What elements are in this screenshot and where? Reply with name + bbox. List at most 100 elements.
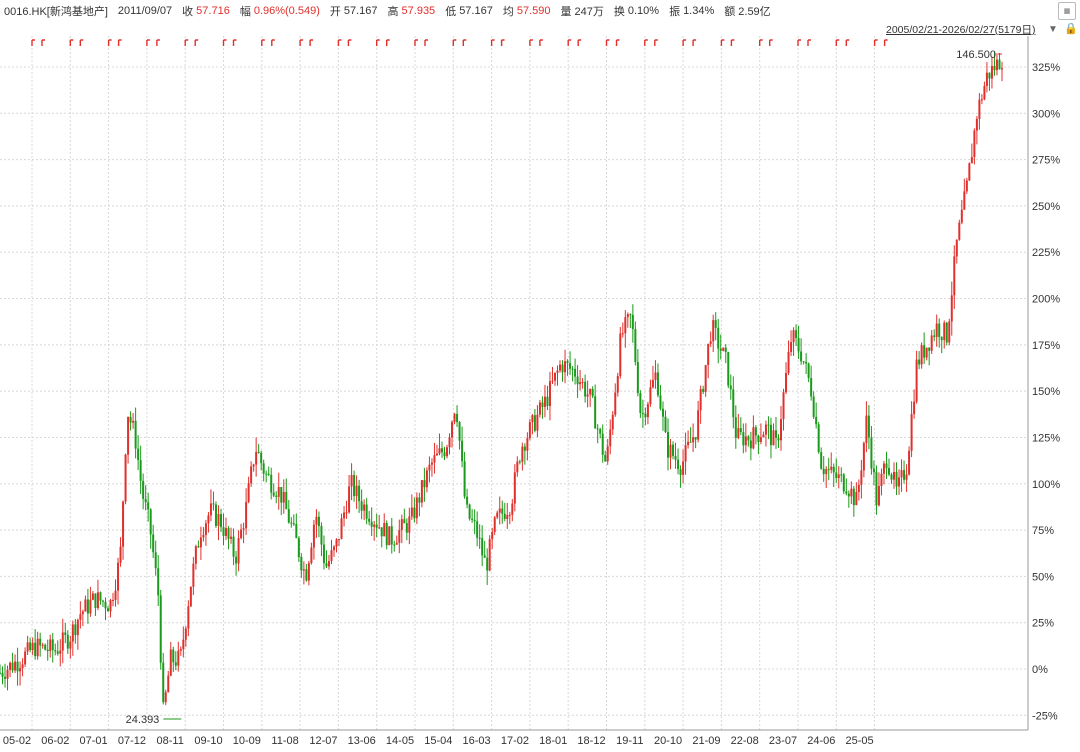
candle-body (574, 368, 577, 377)
candle-body (86, 599, 89, 614)
candle-body (995, 59, 998, 71)
candle-body (950, 295, 953, 322)
candle-body (109, 600, 112, 612)
candle-body (905, 474, 908, 480)
candle-body (516, 461, 519, 473)
candle-body (184, 628, 187, 640)
candle-body (310, 547, 313, 564)
candle-body (955, 239, 958, 257)
event-marker (490, 39, 495, 46)
event-marker (500, 39, 505, 46)
range-dropdown-icon[interactable]: ▼ (1048, 24, 1058, 35)
candle-body (958, 222, 961, 240)
candle-body (661, 408, 664, 417)
candle-body (147, 502, 150, 510)
candle-body (471, 518, 474, 520)
candle-body (963, 191, 966, 210)
event-marker (692, 39, 697, 46)
event-marker (194, 39, 199, 46)
candle-body (385, 523, 388, 546)
candles (0, 51, 1003, 706)
candle-body (1, 672, 4, 677)
event-marker (452, 39, 457, 46)
candle-body (177, 650, 180, 666)
candle-body (960, 209, 963, 223)
event-marker (232, 39, 237, 46)
candle-body (609, 429, 612, 447)
candle-body (521, 446, 524, 462)
candle-body (749, 440, 752, 449)
candle-body (250, 466, 253, 484)
candle-body (275, 495, 278, 497)
candle-body (19, 668, 22, 672)
candle-body (418, 497, 421, 503)
candle-body (488, 539, 491, 571)
candle-body (169, 649, 172, 676)
y-tick-label: 100% (1032, 479, 1060, 491)
candle-body (699, 389, 702, 411)
avg-label: 均 (502, 6, 514, 18)
candle-body (483, 555, 486, 558)
candle-body (792, 330, 795, 343)
candle-body (398, 530, 401, 543)
candle-body (584, 381, 587, 397)
candle-body (154, 552, 157, 569)
date-range[interactable]: 2005/02/21-2026/02/27(5179日) (886, 24, 1036, 36)
candle-body (677, 459, 680, 470)
candle-body (842, 474, 845, 492)
candle-body (953, 256, 956, 296)
candle-body (732, 389, 735, 418)
candle-body (925, 347, 928, 358)
candle-body (867, 415, 870, 438)
candle-body (139, 460, 142, 481)
lock-icon[interactable]: 🔒 (1064, 23, 1078, 35)
stock-symbol[interactable]: 0016.HK[新鸿基地产] (4, 6, 108, 18)
candle-body (717, 327, 720, 349)
candle-body (669, 444, 672, 458)
candle-body (757, 435, 760, 442)
candle-body (428, 464, 431, 471)
candle-body (511, 503, 514, 515)
candle-body (300, 557, 303, 571)
candle-body (51, 639, 54, 651)
candle-body (333, 546, 335, 551)
event-marker (376, 39, 380, 46)
candle-body (49, 639, 52, 652)
open-label: 开 (329, 6, 341, 18)
event-marker (730, 39, 735, 46)
candle-body (302, 569, 305, 571)
candle-body (375, 524, 378, 528)
candle-body (430, 462, 433, 465)
candle-body (737, 428, 740, 438)
quote-info-bar: 0016.HK[新鸿基地产] 2011/09/07 收 57.716 幅 0.9… (0, 0, 1080, 22)
candle-body (822, 468, 825, 475)
candle-body (634, 329, 637, 363)
event-marker (835, 39, 840, 46)
event-marker (807, 39, 811, 46)
candle-body (865, 415, 868, 443)
x-tick-label: 07-12 (118, 735, 146, 747)
y-tick-label: -25% (1032, 710, 1058, 722)
x-tick-label: 10-09 (233, 735, 261, 747)
x-tick-label: 19-11 (616, 735, 643, 747)
candle-body (862, 442, 865, 471)
candle-body (564, 361, 567, 373)
candle-body (247, 483, 250, 502)
candle-body (172, 649, 175, 663)
candle-body (94, 593, 97, 608)
candle-body (860, 470, 863, 485)
candle-body (795, 330, 798, 339)
candle-body (79, 614, 82, 620)
candle-body (272, 492, 275, 496)
toolbar-settings-icon[interactable]: ▦ (1058, 2, 1076, 20)
candle-body (292, 523, 295, 525)
candle-body (709, 341, 712, 344)
candle-body (646, 404, 649, 418)
candle-body (825, 469, 828, 475)
candle-body (850, 488, 853, 497)
candle-body (187, 606, 190, 629)
candle-body (242, 528, 245, 530)
candle-body (672, 444, 675, 456)
x-tick-label: 08-11 (157, 735, 184, 747)
